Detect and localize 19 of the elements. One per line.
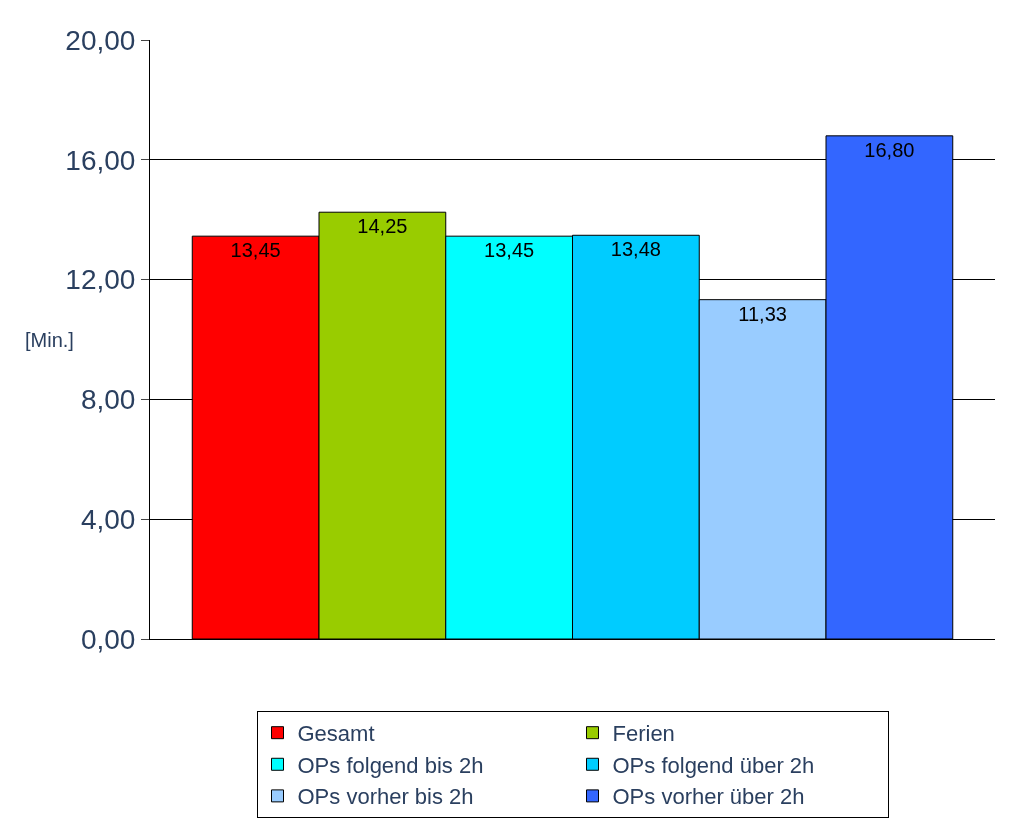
data-label: 13,45 [230,239,281,262]
y-tick-label: 12,00 [65,264,136,296]
y-axis-title: [Min.] [25,329,74,351]
legend-label: OPs vorher bis 2h [297,784,474,810]
legend-label: Ferien [612,721,675,747]
data-label: 13,48 [610,238,661,261]
data-label: 14,25 [357,215,408,238]
legend-label: Gesamt [297,721,375,747]
y-tick-label: 8,00 [80,384,136,416]
legend-label: OPs folgend bis 2h [297,752,484,778]
legend-label: OPs folgend über 2h [612,752,815,778]
data-label: 13,45 [484,239,535,262]
y-tick-label: 16,00 [65,144,136,176]
legend-label: OPs vorher über 2h [612,784,805,810]
data-label: 11,33 [738,302,787,325]
y-tick-label: 20,00 [65,24,136,56]
y-tick-label: 0,00 [80,623,136,655]
y-tick-label: 4,00 [80,504,136,535]
data-label: 16,80 [864,138,915,161]
